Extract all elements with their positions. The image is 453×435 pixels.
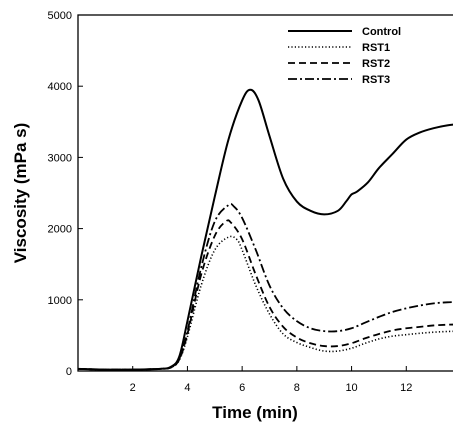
legend-label-rst1: RST1 [362,42,390,54]
series-line-rst1 [77,235,453,371]
x-axis-label: Time (min) [212,403,298,422]
x-tick-label: 10 [345,382,357,394]
legend-label-control: Control [362,26,401,38]
x-tick-label: 2 [130,382,136,394]
series-line-rst3 [77,203,453,371]
y-tick-label: 3000 [48,152,72,164]
y-tick-label: 4000 [48,81,72,93]
x-tick-label: 12 [400,382,412,394]
y-tick-label: 0 [66,366,72,378]
plot-frame [77,14,453,372]
y-tick-label: 2000 [48,224,72,236]
series-line-rst2 [77,219,453,371]
x-axis-ticks: 2468101214 [130,366,412,394]
legend-label-rst2: RST2 [362,58,390,70]
x-tick-label: 4 [184,382,190,394]
y-axis-ticks: 0 1000 2000 3000 4000 5000 [48,10,83,378]
y-tick-label: 1000 [48,295,72,307]
x-tick-label: 8 [294,382,300,394]
series-line-control [77,88,453,371]
legend: Control RST1 RST2 RST3 [288,26,401,86]
y-tick-label: 5000 [48,10,72,22]
legend-label-rst3: RST3 [362,74,390,86]
series-lines [77,88,453,371]
y-axis-label: Viscosity (mPa s) [11,123,30,263]
x-tick-label: 6 [239,382,245,394]
